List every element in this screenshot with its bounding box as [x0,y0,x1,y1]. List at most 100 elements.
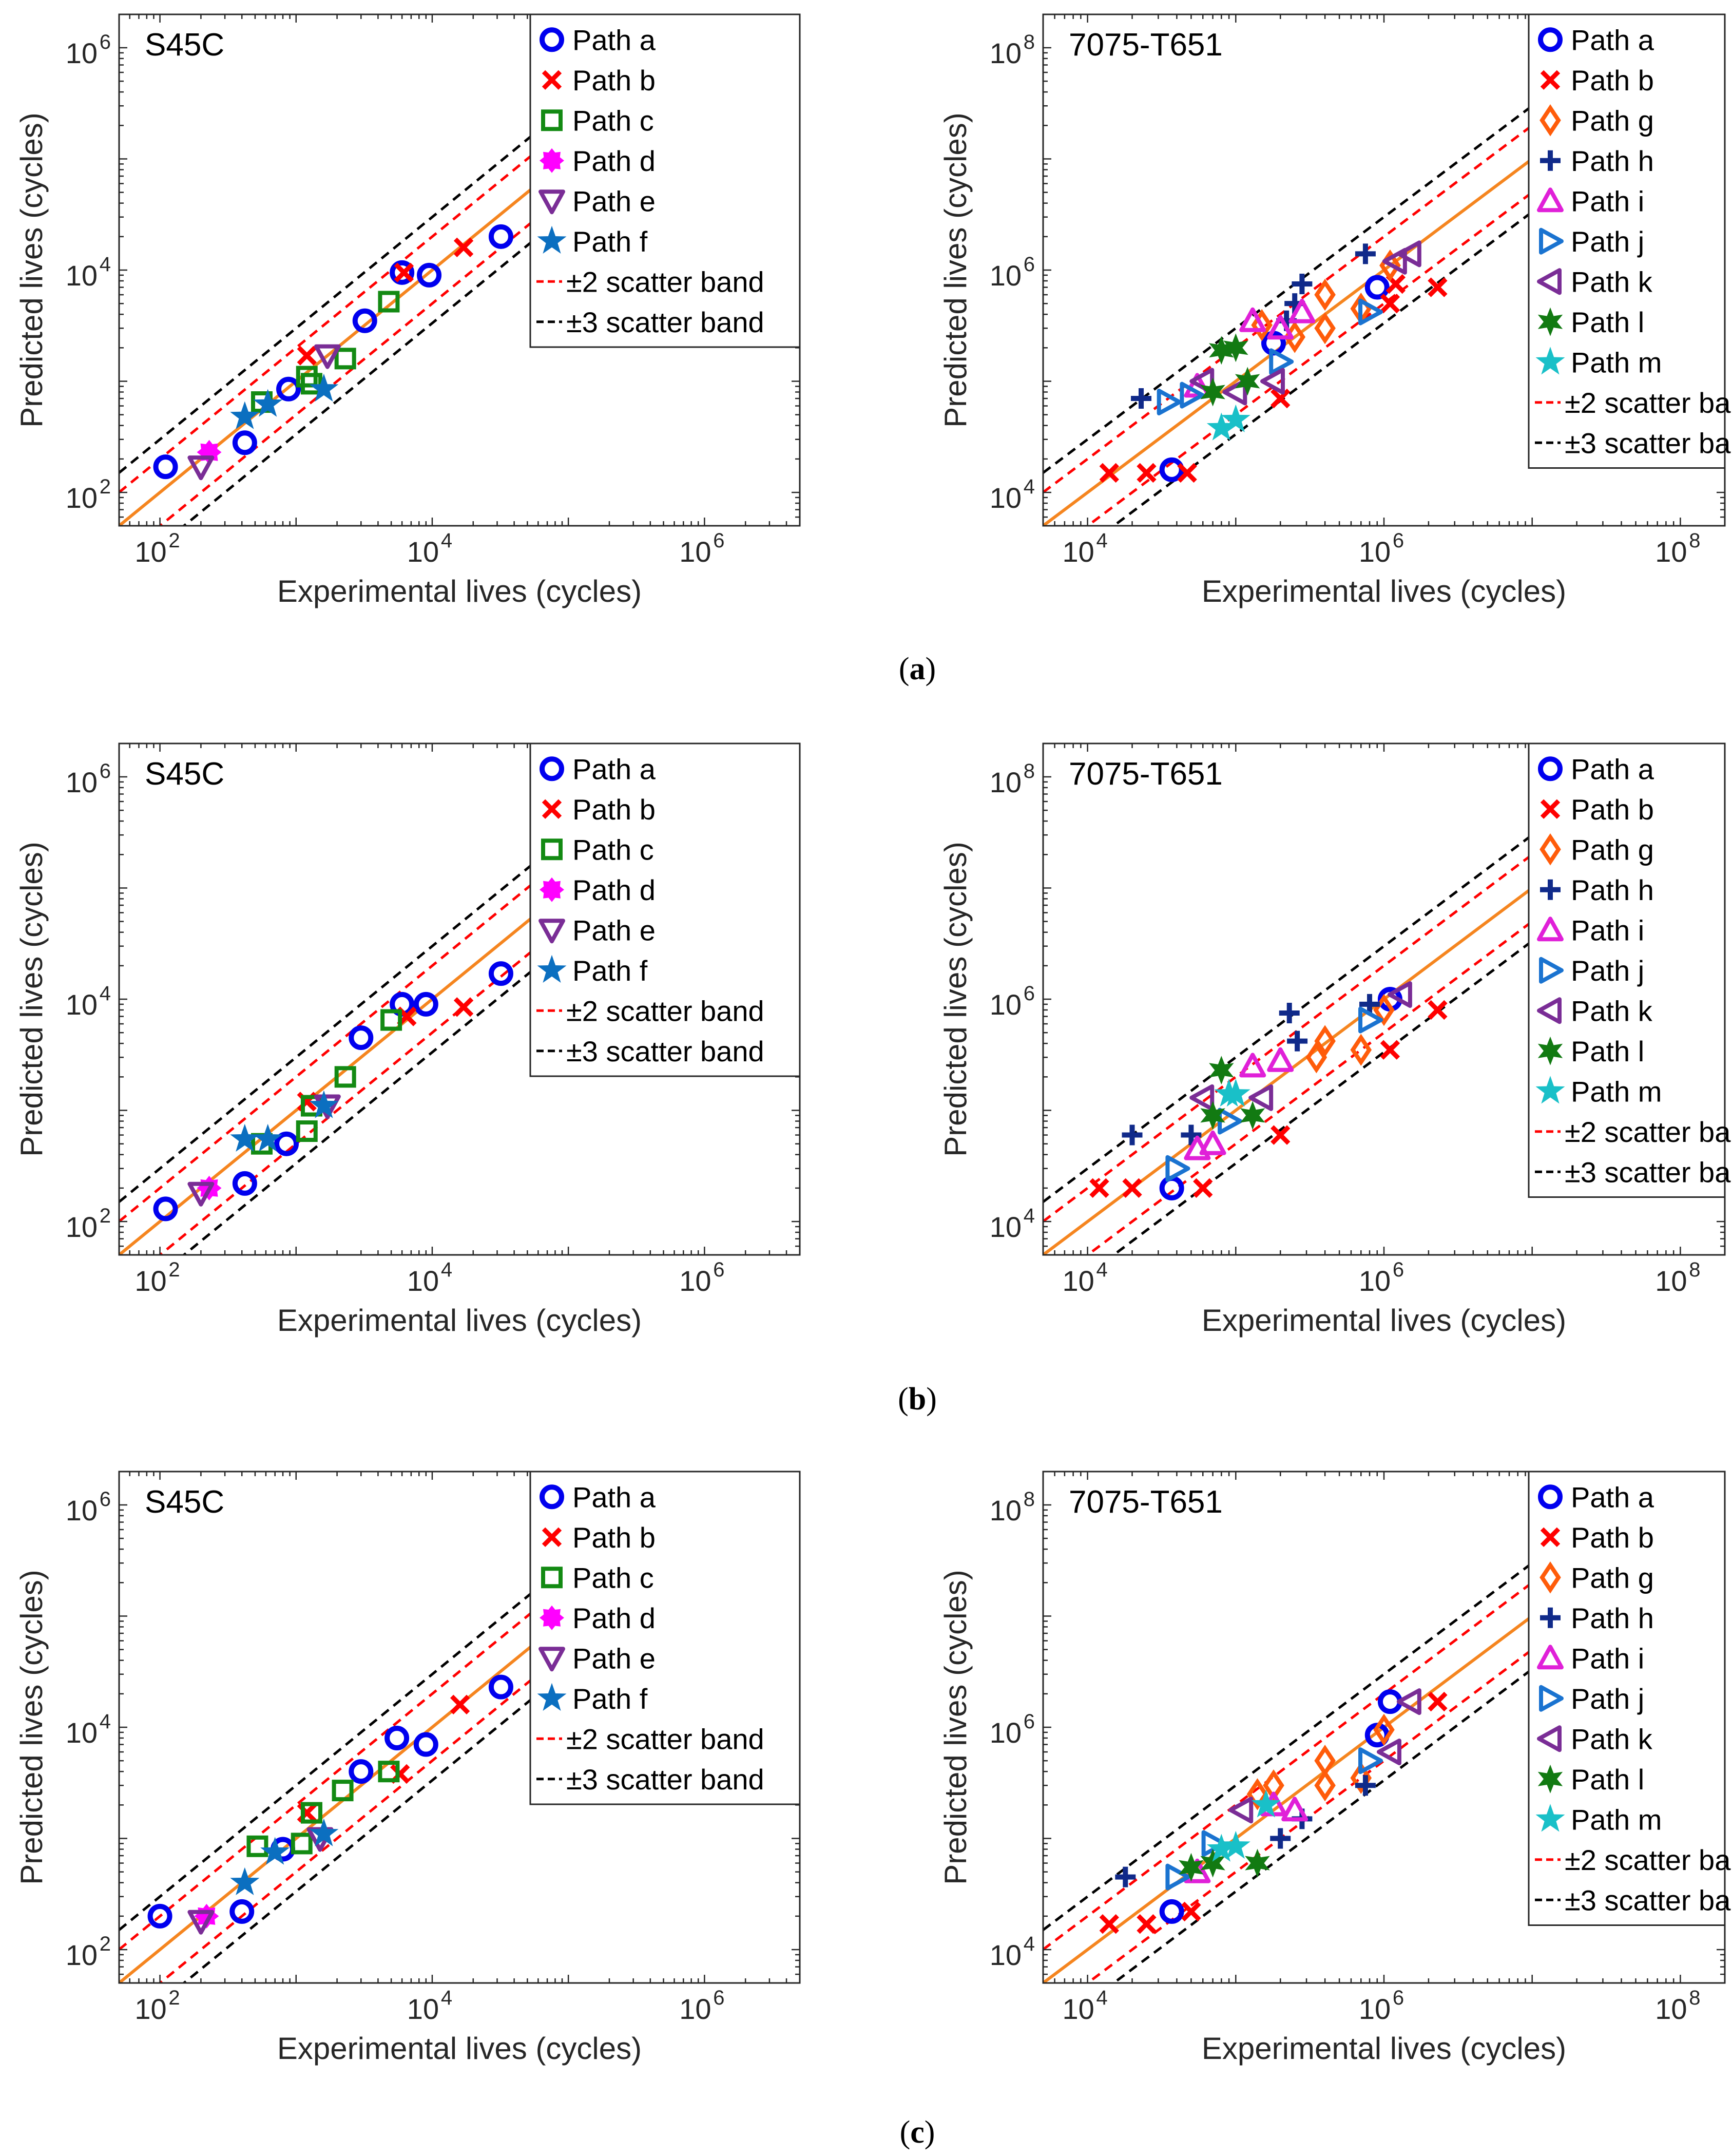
data-point [450,1694,470,1714]
x-tick-label: 10 [1359,536,1391,568]
legend: Path a Path b Path g Path h Path i Path j Path… [1528,742,1732,1198]
legend-marker [538,1647,565,1672]
x-stroke [1089,1178,1109,1198]
data-point [349,1025,374,1051]
y-tick-label: 10 [990,766,1022,798]
data-point [1157,389,1182,416]
chart-title: 7075-T651 [1069,1484,1223,1520]
y-tick-exponent: 8 [1024,31,1035,53]
data-point [334,1066,356,1088]
chart-title: S45C [145,27,224,63]
chart-title: 7075-T651 [1069,756,1223,792]
series-path-f [230,1818,339,1895]
legend-label: Path d [572,1602,656,1634]
legend-marker [1538,1484,1563,1510]
y-axis-label: Predicted lives (cycles) [14,842,49,1157]
legend-item: ±2 scatter band [1535,1844,1732,1876]
legend-marker [1537,187,1564,213]
legend-marker [541,109,563,131]
data-point [1131,388,1152,409]
legend-label: Path l [1571,1763,1644,1796]
legend-marker [540,1484,564,1510]
x-stroke [1193,1178,1213,1198]
data-point [1373,1713,1395,1746]
data-points [1099,240,1448,483]
y-tick-label: 10 [990,988,1022,1021]
data-point [297,346,317,366]
legend-label: Path k [1571,995,1653,1027]
panel-caption-b: (b) [840,1381,994,1418]
legend-marker [540,148,564,173]
x-tick-label: 10 [134,1265,166,1297]
data-point [1364,275,1390,300]
legend: Path a Path b Path g Path h Path i Path j Path… [1528,1471,1732,1926]
data-point [232,430,257,455]
data-point [1350,1034,1372,1066]
x-tick-exponent: 6 [713,1258,724,1281]
data-point [1209,336,1234,365]
data-point [1240,1101,1265,1130]
legend-label: Path m [1571,1075,1662,1108]
series-path-b [1099,1691,1448,1934]
data-point [1200,1101,1225,1130]
legend-marker [541,1567,563,1589]
data-point [230,1123,260,1152]
y-axis-label: Predicted lives (cycles) [938,112,973,428]
data-point [1358,298,1383,326]
legend-label: Path h [1571,145,1654,177]
data-point [253,1123,283,1152]
data-point [1159,1175,1184,1200]
series-path-e [187,344,341,481]
x-axis-label: Experimental lives (cycles) [1202,2031,1566,2066]
y-tick-label: 10 [990,1716,1022,1749]
legend-marker [1537,1764,1563,1794]
x-stroke [1181,1901,1201,1922]
legend-item: Path k [1537,1723,1653,1755]
legend-label: Path h [1571,1602,1654,1634]
series-path-l [1200,1056,1265,1130]
data-points [1099,1688,1448,1934]
x-stroke [1271,388,1291,409]
legend-item: Path m [1535,1075,1662,1108]
legend-marker [537,1683,567,1711]
data-point [1137,463,1157,483]
legend-label: Path g [1571,1561,1654,1594]
data-point [1137,1914,1157,1934]
legend-marker [537,225,567,254]
legend-item: Path g [1539,1561,1654,1594]
legend-item: ±2 scatter band [1535,1116,1732,1148]
x-tick-label: 10 [407,1993,439,2025]
caption-letter: b [908,1382,927,1417]
legend-label: Path b [572,1521,656,1554]
data-point [349,1759,374,1784]
x-tick-label: 10 [1359,1993,1391,2025]
x-tick-exponent: 6 [1393,1987,1404,2009]
legend-label: Path b [1571,64,1654,97]
x-tick-label: 10 [407,1265,439,1297]
x-tick-label: 10 [134,1993,166,2025]
series-path-a [153,224,513,480]
chart-title: S45C [145,1484,224,1520]
legend-item: Path f [537,955,648,987]
data-point [1206,1834,1236,1862]
legend-marker [540,27,564,52]
x-stroke [453,997,474,1017]
band3-upper [119,743,683,1203]
y-tick-exponent: 4 [1024,475,1035,498]
data-point [309,1090,339,1118]
legend-item: Path j [1539,225,1644,258]
y-tick-label: 10 [66,766,98,798]
legend-label: Path a [1571,753,1654,785]
legend-item: Path h [1540,1602,1654,1634]
legend-marker [542,1527,562,1547]
legend-label: ±2 scatter band [566,265,764,298]
legend-label: Path l [1571,306,1644,338]
data-point [1292,274,1313,295]
legend-label: Path g [1571,104,1654,137]
series-path-a [147,1674,513,1929]
legend-item: Path m [1535,1803,1662,1836]
data-point [1376,1739,1401,1766]
data-point [291,1833,313,1855]
